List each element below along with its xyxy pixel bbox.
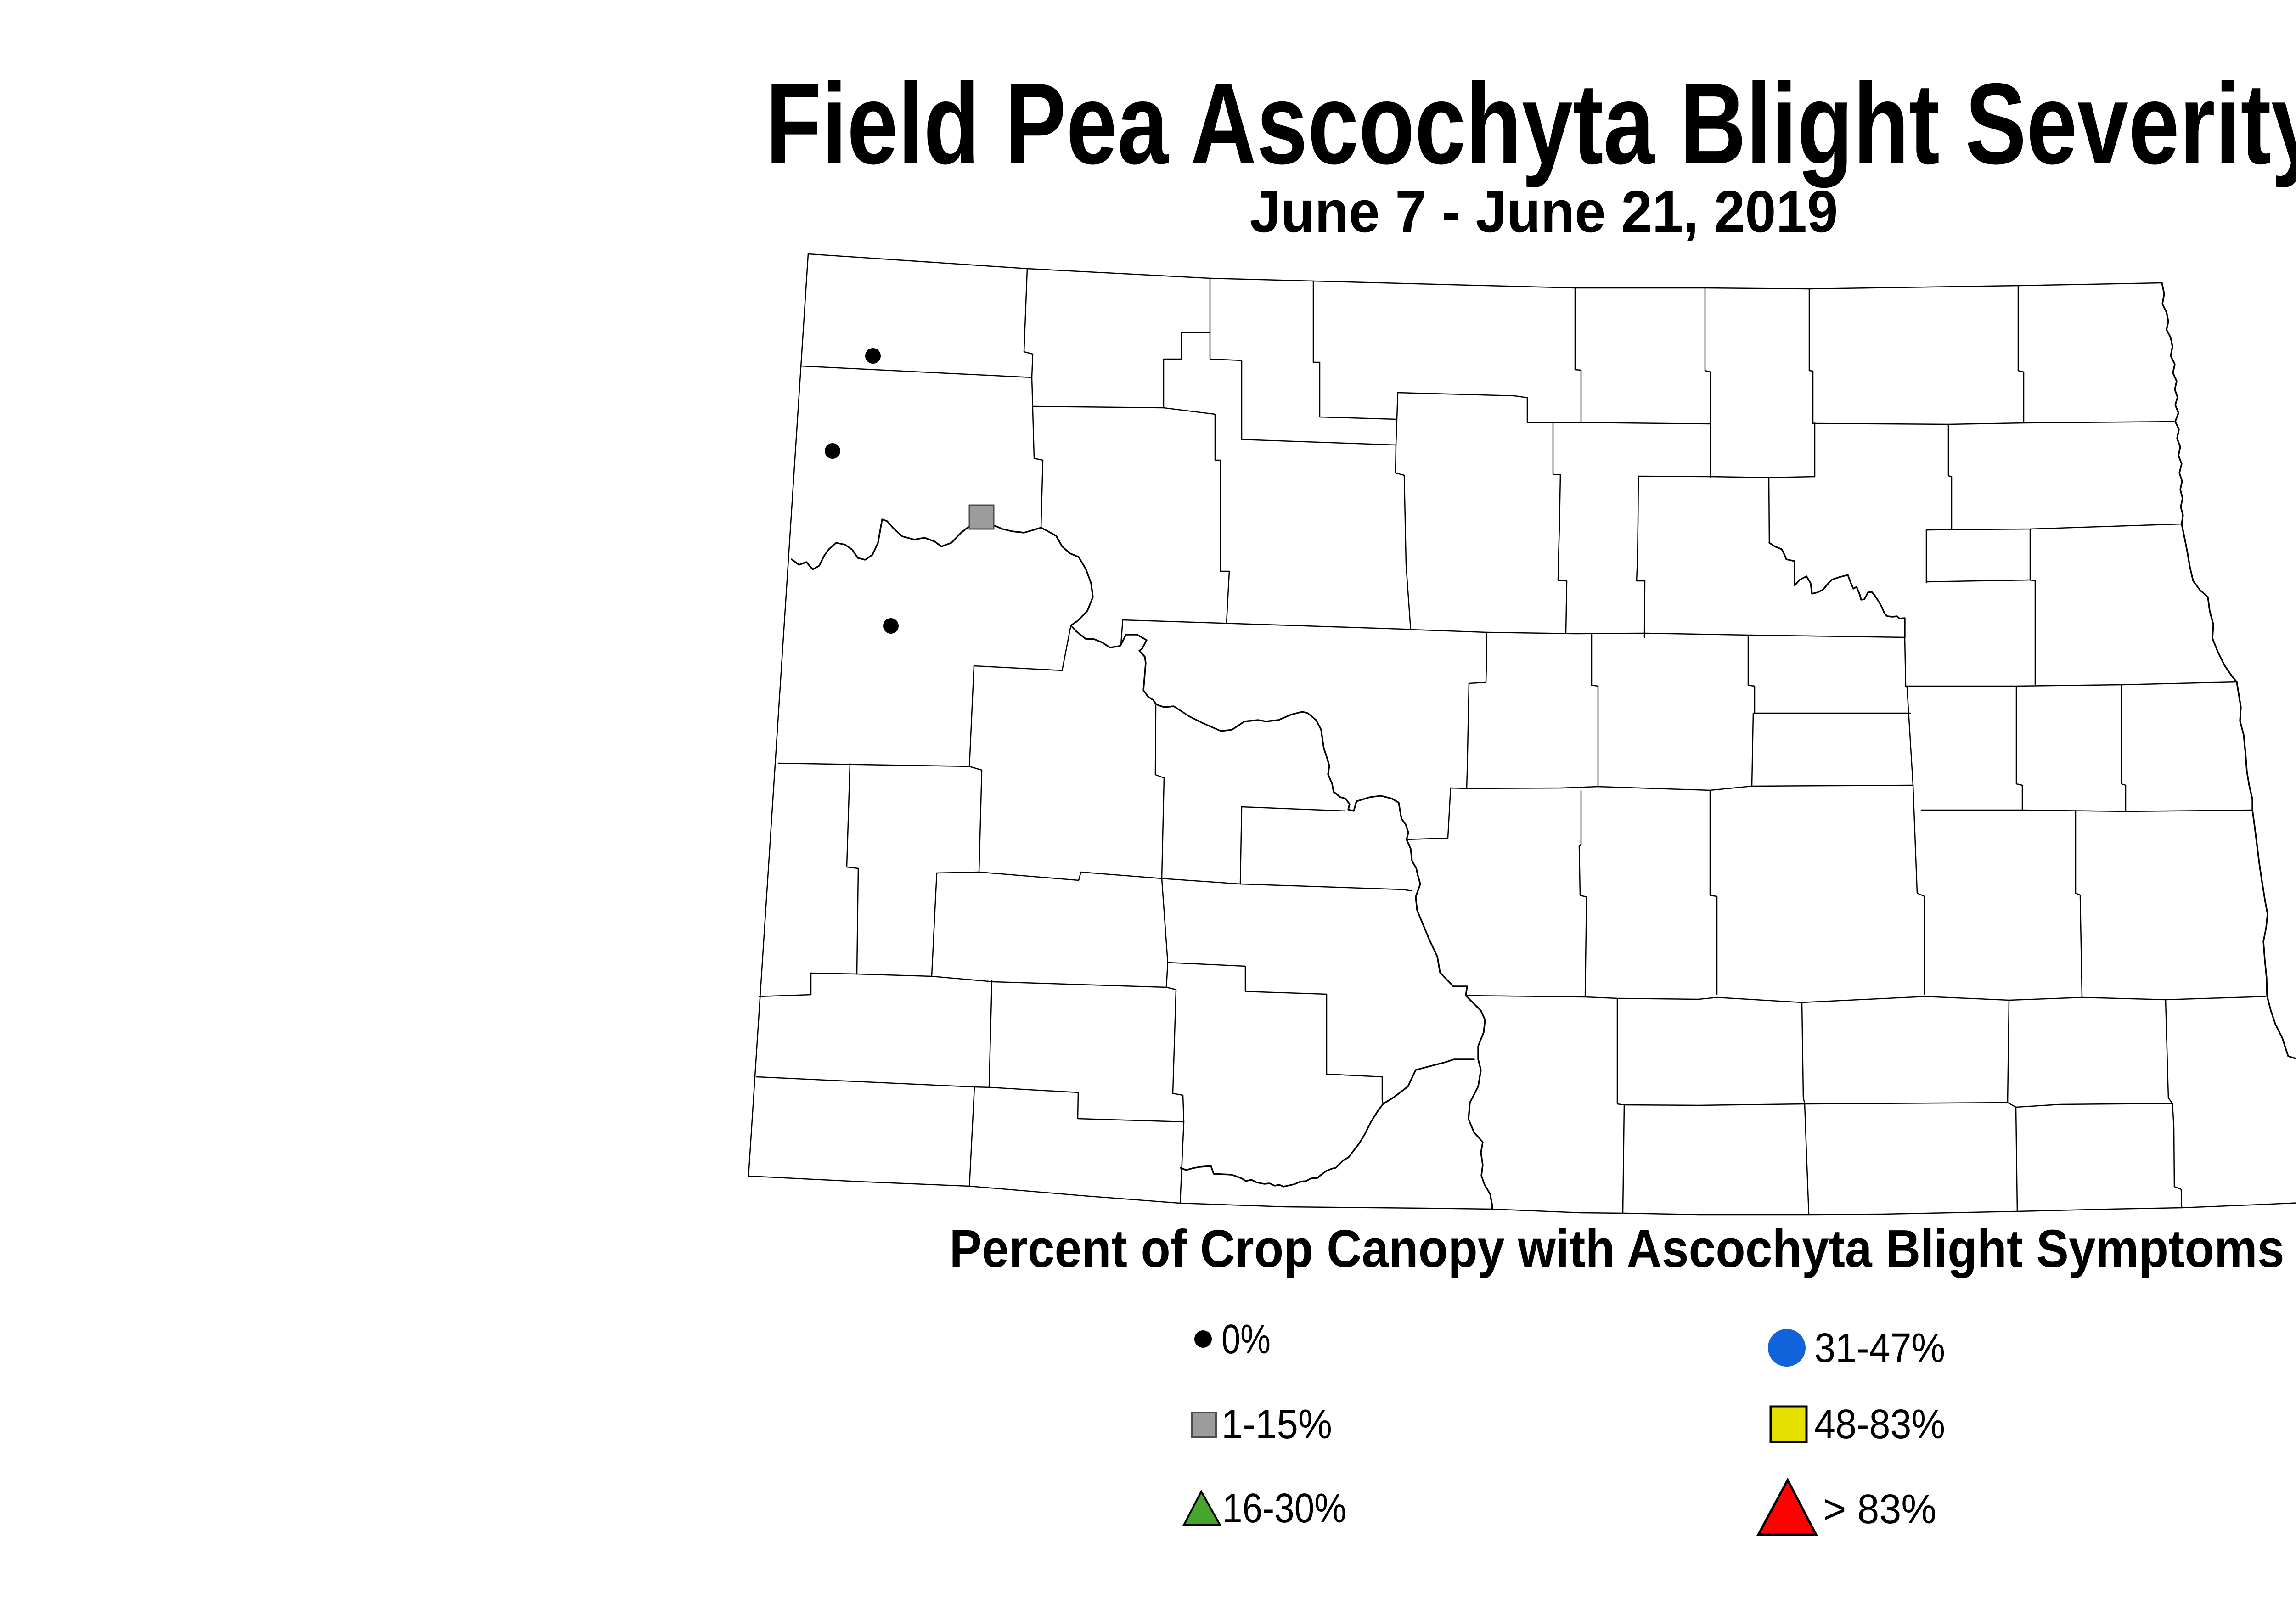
svg-text:Field Pea Ascochyta Blight Sev: Field Pea Ascochyta Blight Severity [765,60,2296,188]
svg-text:16-30%: 16-30% [1222,1486,1346,1531]
svg-text:48-83%: 48-83% [1814,1402,1945,1447]
svg-text:31-47%: 31-47% [1814,1325,1945,1371]
svg-text:June 7 - June 21, 2019: June 7 - June 21, 2019 [1250,179,1838,245]
svg-text:Percent of Crop Canopy with As: Percent of Crop Canopy with Ascochyta Bl… [950,1219,2285,1278]
svg-text:1-15%: 1-15% [1221,1402,1332,1447]
svg-text:> 83%: > 83% [1823,1486,1936,1532]
svg-text:0%: 0% [1221,1317,1271,1362]
